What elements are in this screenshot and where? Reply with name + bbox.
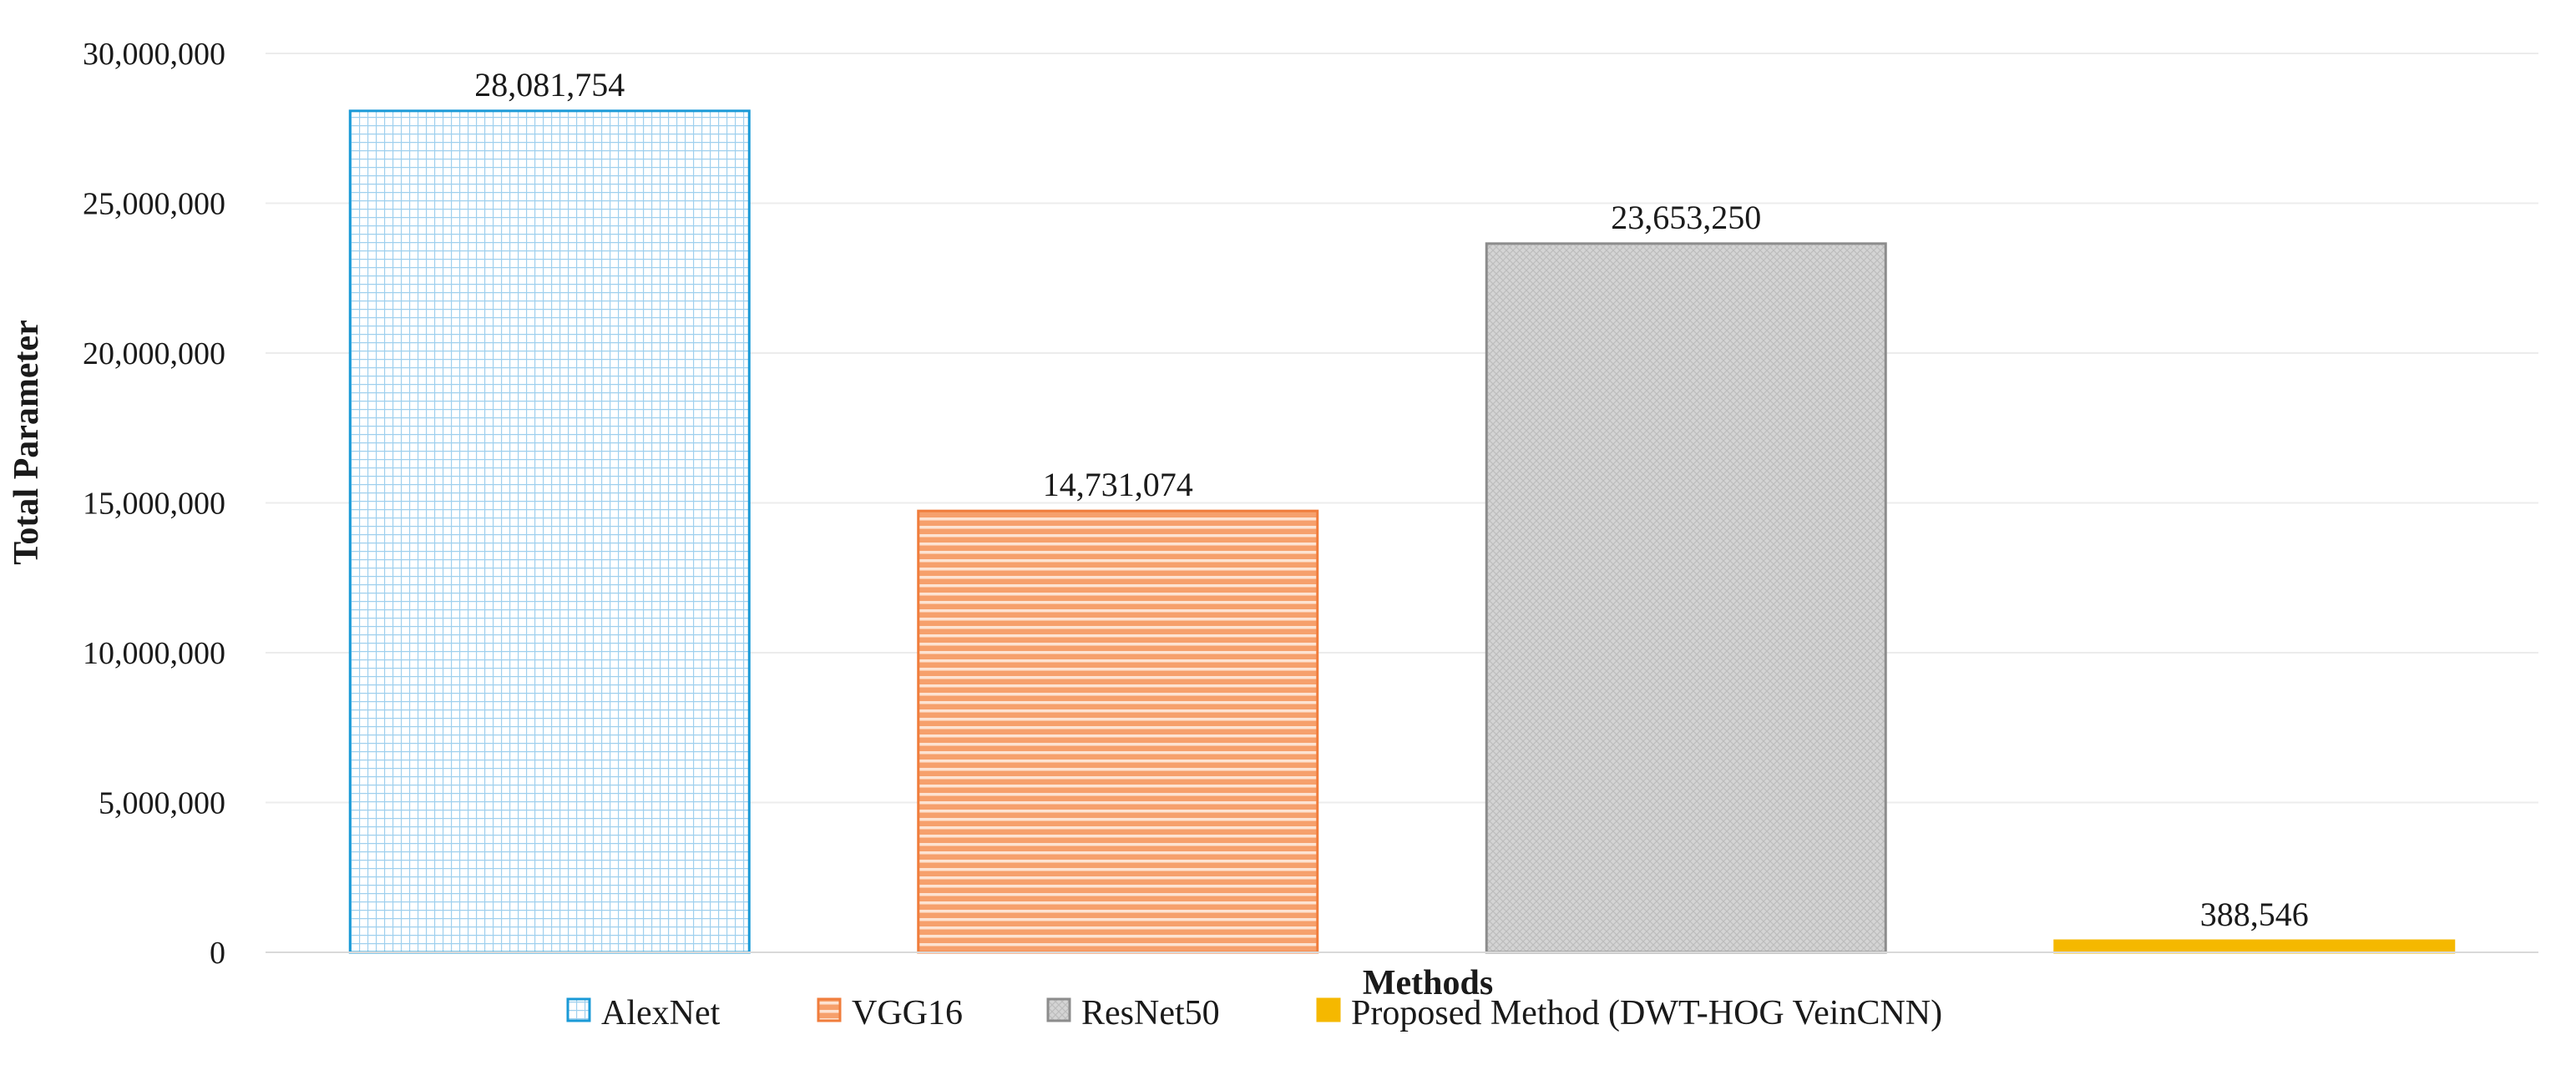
y-tick-label: 20,000,000 [83, 336, 225, 371]
data-label: 14,731,074 [1043, 466, 1193, 503]
bars [348, 109, 2456, 954]
data-labels: 28,081,754 14,731,074 23,653,250 388,546 [474, 66, 2309, 933]
bar-resnet50 [1485, 242, 1887, 954]
x-axis-title: Methods [1363, 964, 1493, 1002]
data-label: 388,546 [2200, 896, 2309, 933]
legend-item-vgg16: VGG16 [817, 994, 963, 1032]
data-label: 23,653,250 [1611, 199, 1761, 236]
legend-swatch [1046, 997, 1071, 1022]
y-tick-label: 0 [210, 936, 225, 971]
legend-item-alexnet: AlexNet [566, 994, 721, 1032]
y-tick-label: 25,000,000 [83, 187, 225, 222]
legend-swatch [1316, 997, 1341, 1022]
legend-label: ResNet50 [1081, 994, 1220, 1032]
legend-item-resnet50: ResNet50 [1046, 994, 1220, 1032]
bar-alexnet [348, 109, 751, 954]
y-tick-label: 30,000,000 [83, 37, 225, 72]
legend-item-proposed-method: Proposed Method (DWT-HOG VeinCNN) [1316, 994, 1942, 1032]
data-label: 28,081,754 [474, 66, 625, 103]
legend-label: Proposed Method (DWT-HOG VeinCNN) [1351, 994, 1942, 1032]
legend-label: VGG16 [852, 994, 963, 1032]
bar-vgg16 [917, 509, 1319, 954]
y-tick-label: 5,000,000 [99, 786, 225, 821]
legend-swatch [817, 997, 842, 1022]
legend: AlexNet VGG16 ResNet50 Proposed Method (DWT… [566, 994, 1942, 1032]
legend-swatch [566, 997, 591, 1022]
y-axis-title: Total Parameter [8, 320, 46, 565]
y-tick-label: 15,000,000 [83, 487, 225, 522]
y-tick-label: 10,000,000 [83, 636, 225, 671]
bar-proposed-method [2053, 939, 2456, 954]
legend-label: AlexNet [601, 994, 721, 1032]
y-axis-ticks: 0 5,000,000 10,000,000 15,000,000 20,000,000… [83, 37, 225, 971]
